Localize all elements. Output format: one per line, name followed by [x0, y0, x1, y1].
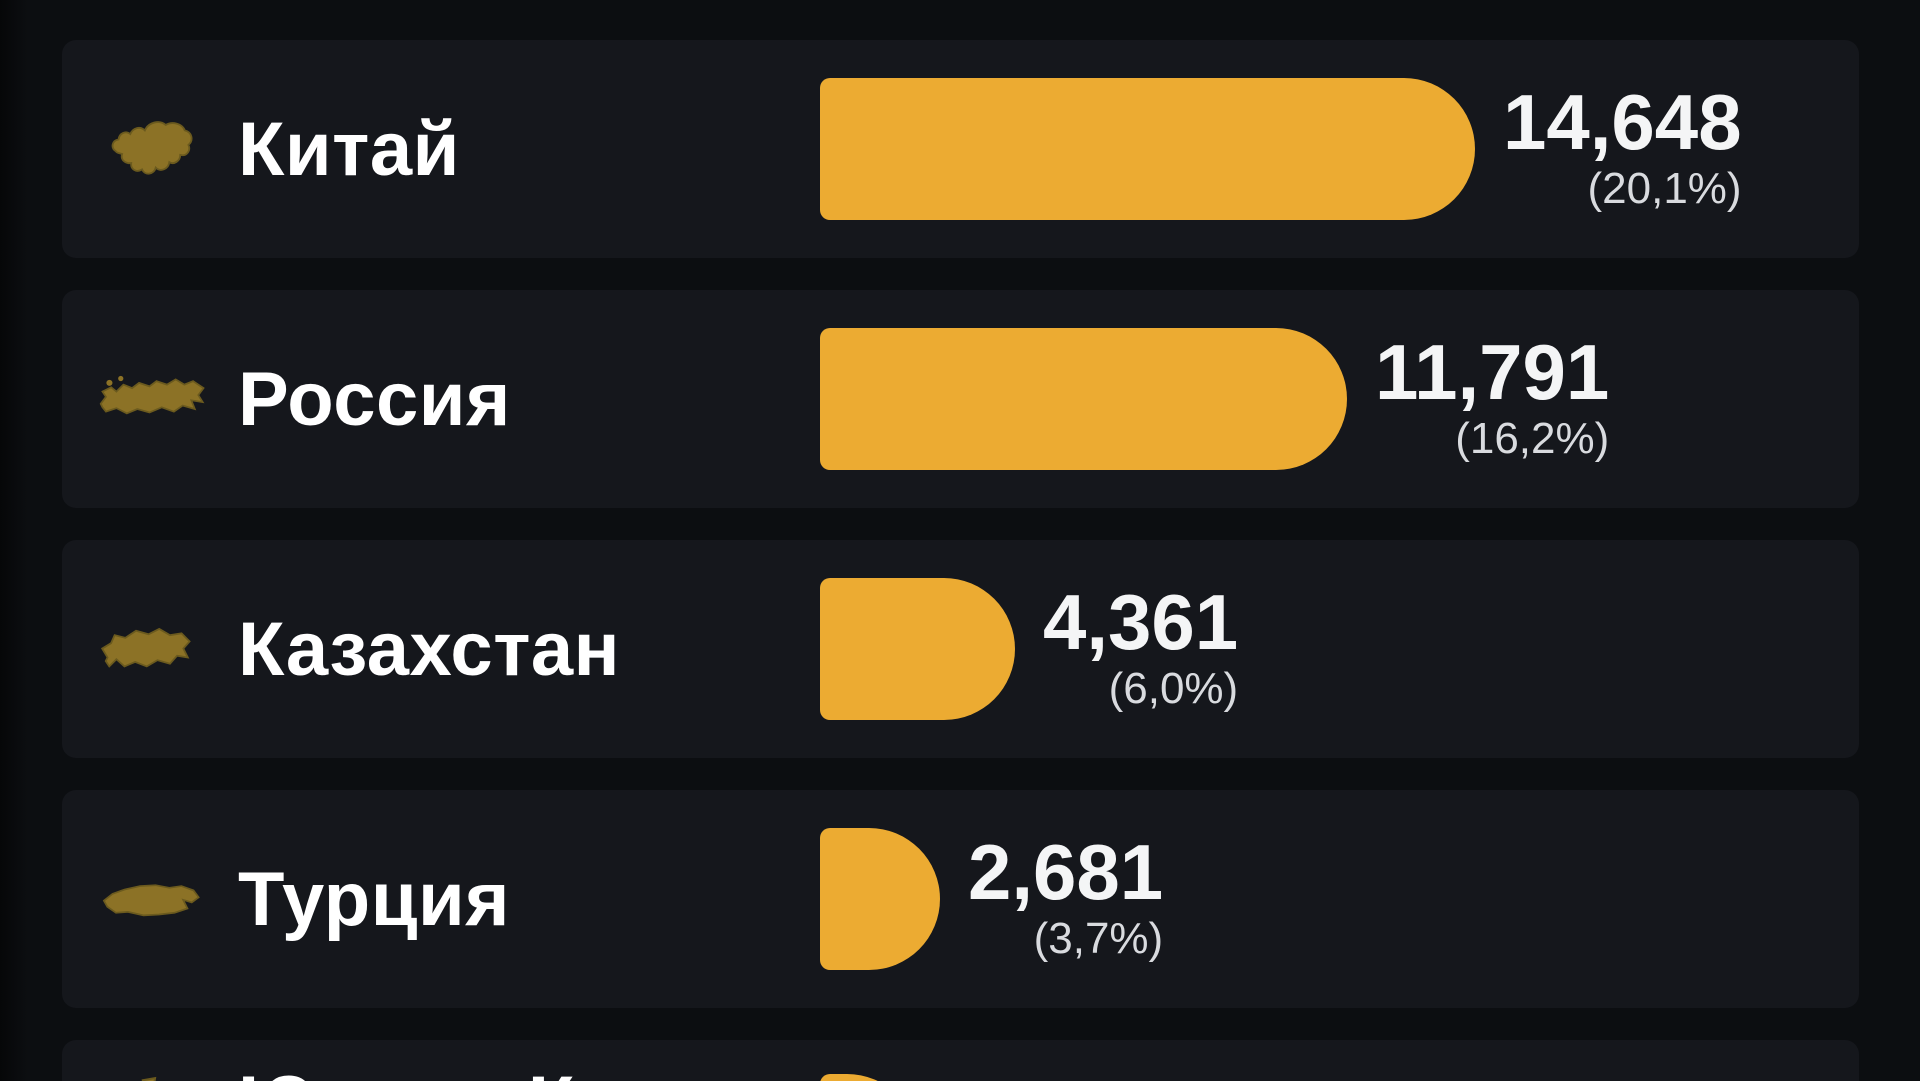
country-row-china: Китай 14,648 (20,1%) [62, 40, 1859, 258]
country-label: Россия [238, 356, 511, 442]
country-row-russia: Россия 11,791 (16,2%) [62, 290, 1859, 508]
country-label: Турция [238, 856, 511, 942]
value-bar [820, 78, 1475, 220]
country-label: Китай [238, 106, 460, 192]
value-block: 11,791 (16,2%) [1375, 327, 1610, 465]
value-bar [820, 578, 1015, 720]
china-map-icon [92, 93, 214, 205]
value-bar [820, 328, 1347, 470]
value-number: 11,791 [1375, 327, 1610, 416]
value-number: 14,648 [1503, 77, 1742, 166]
russia-map-icon [92, 343, 214, 455]
value-percent: (6,0%) [1108, 664, 1239, 714]
value-percent: (16,2%) [1455, 414, 1610, 464]
kazakhstan-map-icon [92, 593, 214, 705]
value-bar [820, 828, 940, 970]
value-block: 14,648 (20,1%) [1503, 77, 1742, 215]
value-block: 2,681 (3,7%) [968, 827, 1164, 965]
row-left-turkey: Турция [92, 843, 820, 955]
country-row-partial: Южная Корея [62, 1040, 1859, 1081]
value-number: 2,681 [968, 827, 1164, 916]
turkey-map-icon [92, 843, 214, 955]
row-left-kazakhstan: Казахстан [92, 593, 820, 705]
value-percent: (3,7%) [1033, 914, 1164, 964]
country-label: Казахстан [238, 606, 621, 692]
row-left-russia: Россия [92, 343, 820, 455]
value-number: 4,361 [1043, 577, 1239, 666]
value-percent: (20,1%) [1587, 164, 1742, 214]
value-block: 4,361 (6,0%) [1043, 577, 1239, 715]
country-label: Южная Корея [238, 1060, 756, 1081]
country-row-kazakhstan: Казахстан 4,361 (6,0%) [62, 540, 1859, 758]
row-left-china: Китай [92, 93, 820, 205]
row-left-partial: Южная Корея [92, 1060, 820, 1081]
country-row-turkey: Турция 2,681 (3,7%) [62, 790, 1859, 1008]
korea-map-icon [92, 1060, 214, 1081]
value-bar [820, 1074, 918, 1081]
